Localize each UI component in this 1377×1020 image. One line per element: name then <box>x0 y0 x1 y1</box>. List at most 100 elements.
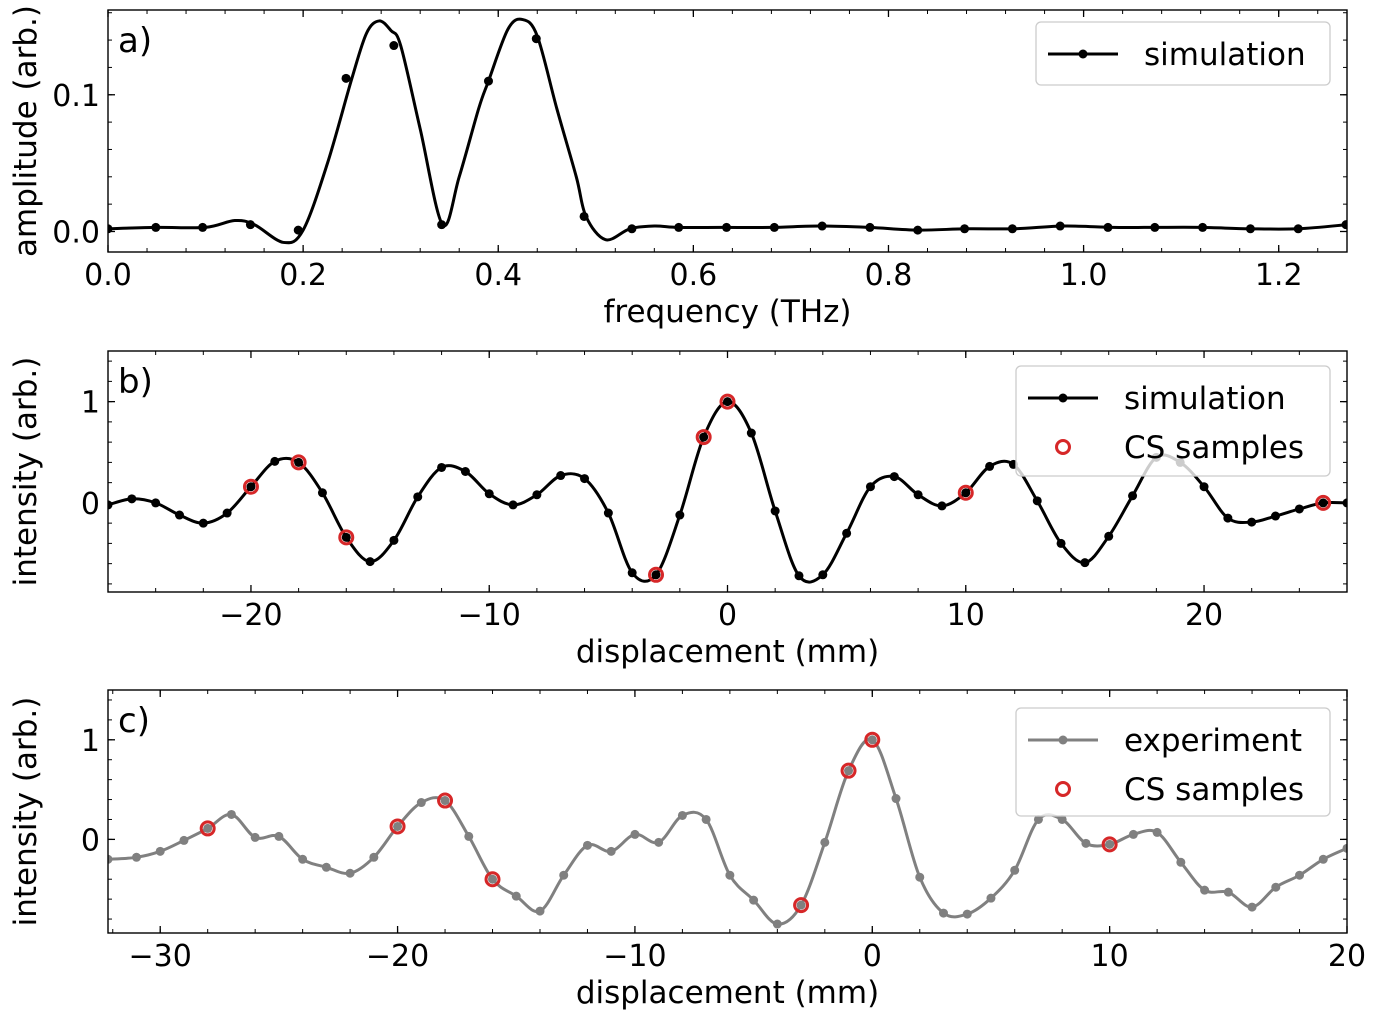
series-marker-simulation <box>580 474 590 484</box>
series-marker-experiment <box>1033 814 1043 824</box>
series-marker-experiment <box>1342 843 1347 853</box>
cs-sample-marker <box>840 762 857 779</box>
series-marker-experiment <box>488 874 498 884</box>
series-marker-simulation <box>817 221 827 231</box>
y-tick-label: 0 <box>81 487 100 522</box>
series-marker-simulation <box>769 222 779 232</box>
series-marker-simulation <box>699 432 709 442</box>
series-marker-simulation <box>174 510 184 520</box>
series-marker-experiment <box>1152 827 1162 837</box>
x-tick-label: −20 <box>366 939 429 974</box>
legend-box <box>1035 21 1331 86</box>
series-marker-experiment <box>1081 838 1091 848</box>
series-marker-experiment <box>559 870 569 880</box>
panel-label: c) <box>118 701 150 741</box>
cs-sample-marker <box>389 818 406 835</box>
series-marker-simulation <box>865 222 875 232</box>
series-marker-simulation <box>437 462 447 472</box>
series-marker-simulation <box>579 211 589 221</box>
cs-sample-marker <box>242 478 259 495</box>
cs-sample-marker <box>199 820 216 837</box>
series-marker-experiment <box>986 893 996 903</box>
series-marker-simulation <box>985 461 995 471</box>
series-marker-simulation <box>556 471 566 481</box>
series-marker-simulation <box>151 222 161 232</box>
legend-label: simulation <box>1124 381 1286 417</box>
axes-frame <box>107 689 1348 934</box>
y-axis-label: intensity (arb.) <box>8 357 44 587</box>
x-tick-label: −10 <box>458 598 521 633</box>
x-tick-label: 0.6 <box>669 258 717 293</box>
series-marker-simulation <box>460 467 470 476</box>
cs-sample-marker <box>793 897 810 914</box>
series-marker-simulation <box>1055 221 1065 231</box>
legend-box <box>1015 365 1331 477</box>
series-marker-experiment <box>844 766 854 776</box>
series-marker-simulation <box>960 224 970 234</box>
series-marker-experiment <box>867 735 877 745</box>
series-marker-simulation <box>293 225 303 235</box>
series-marker-simulation <box>222 508 232 518</box>
series-marker-simulation <box>770 506 780 516</box>
cs-sample-marker <box>290 454 307 471</box>
series-marker-simulation <box>1342 498 1347 508</box>
series-marker-simulation <box>627 568 637 578</box>
series-marker-simulation <box>937 501 947 511</box>
series-marker-experiment <box>630 829 640 839</box>
series-marker-simulation <box>1199 482 1209 492</box>
series-marker-experiment <box>1105 839 1115 849</box>
series-marker-simulation <box>723 397 732 407</box>
plot-area <box>108 17 1347 245</box>
cs-sample-marker <box>1101 836 1118 853</box>
series-marker-experiment <box>226 809 236 819</box>
series-marker-experiment <box>677 810 687 820</box>
y-tick-label: 1 <box>81 386 100 421</box>
series-marker-simulation <box>1056 538 1066 548</box>
y-tick-label: 0 <box>81 823 100 858</box>
series-marker-experiment <box>1318 854 1328 864</box>
series-marker-experiment <box>1247 902 1257 912</box>
legend-label: CS samples <box>1124 430 1304 466</box>
series-marker-simulation <box>1294 504 1304 514</box>
series-marker-experiment <box>131 852 141 862</box>
series-marker-simulation <box>651 570 661 580</box>
series-marker-experiment <box>298 854 308 864</box>
series-marker-simulation <box>508 500 518 510</box>
series-marker-simulation <box>1318 498 1328 508</box>
axes-frame <box>107 9 1348 253</box>
series-marker-simulation <box>961 488 971 498</box>
cs-sample-marker <box>957 484 974 501</box>
series-marker-simulation <box>603 508 613 518</box>
series-marker-simulation <box>484 489 494 499</box>
series-marker-simulation <box>1032 496 1042 506</box>
series-marker-simulation <box>108 224 113 234</box>
y-tick-label: 0.0 <box>52 215 100 250</box>
cs-sample-marker <box>648 566 665 583</box>
series-marker-simulation <box>1247 517 1257 527</box>
series-marker-simulation <box>1103 222 1113 232</box>
series-marker-simulation <box>532 490 542 500</box>
series-marker-experiment <box>274 831 284 841</box>
series-marker-experiment <box>1271 882 1281 892</box>
series-marker-experiment <box>820 837 830 847</box>
series-marker-experiment <box>1176 857 1186 867</box>
series-marker-simulation <box>198 222 208 232</box>
series-marker-simulation <box>913 490 923 500</box>
series-marker-simulation <box>1080 558 1090 568</box>
series-marker-simulation <box>1293 224 1303 234</box>
series-marker-experiment <box>1057 814 1067 824</box>
series-marker-simulation <box>842 528 852 538</box>
x-tick-label: 10 <box>947 598 985 633</box>
series-marker-simulation <box>270 456 280 466</box>
series-marker-experiment <box>203 823 213 833</box>
series-marker-simulation <box>1245 224 1255 234</box>
series-marker-simulation <box>913 225 923 235</box>
series-marker-simulation <box>108 500 113 510</box>
series-marker-experiment <box>582 840 592 850</box>
series-marker-experiment <box>464 831 474 841</box>
series-marker-experiment <box>725 870 735 880</box>
series-marker-simulation <box>389 535 399 545</box>
series-marker-simulation <box>794 571 804 581</box>
cs-sample-marker <box>695 429 712 446</box>
